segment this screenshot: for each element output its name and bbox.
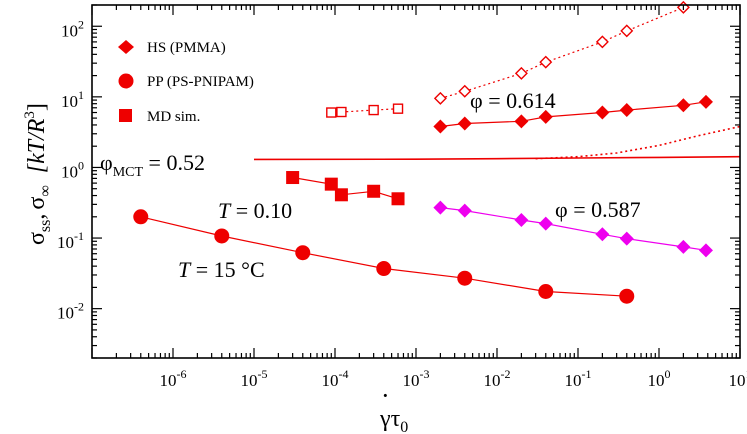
x-tick-label: 10-6 xyxy=(160,367,187,390)
data-point xyxy=(295,245,311,261)
data-point xyxy=(619,288,635,304)
data-point xyxy=(433,200,448,215)
x-axis-label: γτ0 xyxy=(379,406,408,434)
data-point xyxy=(595,105,610,120)
x-tick-label: 101 xyxy=(729,367,747,390)
data-point xyxy=(619,231,634,246)
data-point xyxy=(457,203,472,218)
data-point xyxy=(698,94,713,109)
x-tick-label: 10-1 xyxy=(565,367,592,390)
data-point xyxy=(538,109,553,124)
data-point xyxy=(595,35,609,49)
data-point xyxy=(334,188,348,202)
y-axis-label: σss,σ∞[kT/R3] xyxy=(22,103,54,245)
data-point xyxy=(514,114,529,129)
y-tick-label: 102 xyxy=(61,17,84,40)
x-axis-label-dot: · xyxy=(381,381,390,410)
legend: HS (PMMA) PP (PS-PNIPAM) MD sim. xyxy=(118,40,254,125)
data-point xyxy=(336,106,347,118)
legend-label-hs: HS (PMMA) xyxy=(147,40,226,56)
data-point xyxy=(433,119,448,134)
data-point xyxy=(538,283,554,299)
data-point xyxy=(376,261,392,277)
data-point xyxy=(458,84,472,98)
annotation-T-15: T = 15 °C xyxy=(178,257,265,282)
data-point xyxy=(620,24,634,38)
y-tick-label: 101 xyxy=(61,88,84,111)
y-tick-label: 10-2 xyxy=(57,300,84,323)
data-point xyxy=(539,55,553,69)
data-point xyxy=(514,66,528,80)
data-point xyxy=(457,116,472,131)
plot-frame xyxy=(91,4,741,359)
series-line xyxy=(440,6,684,99)
annotation-phi-mct: φMCT = 0.52 xyxy=(100,150,205,180)
data-point xyxy=(514,213,529,228)
model-curve xyxy=(535,125,741,160)
series-line xyxy=(440,101,707,128)
data-point xyxy=(391,192,405,206)
annotation-T-010: T = 0.10 xyxy=(218,198,292,223)
data-point xyxy=(392,103,404,114)
series-line xyxy=(440,207,707,251)
data-point xyxy=(698,243,713,258)
data-point xyxy=(538,216,553,231)
data-point xyxy=(326,107,337,118)
x-tick-label: 10-3 xyxy=(403,367,430,390)
y-tick-label: 10-1 xyxy=(57,229,84,252)
model-curve xyxy=(253,155,741,161)
axis-ticks xyxy=(91,4,741,359)
data-point xyxy=(676,98,691,113)
tick-labels: 10-6 10-5 10-4 10-3 10-2 10-1 100 101 10-2 10-1 10… xyxy=(57,17,747,390)
legend-marker-circle xyxy=(118,73,134,89)
legend-marker-diamond xyxy=(118,40,134,54)
data-points xyxy=(133,0,713,304)
data-point xyxy=(368,104,379,116)
y-tick-label: 100 xyxy=(61,158,84,181)
model-curves xyxy=(253,125,741,161)
data-point xyxy=(286,171,300,185)
x-tick-label: 10-4 xyxy=(322,367,349,390)
x-tick-label: 10-5 xyxy=(241,367,268,390)
data-point xyxy=(457,270,473,286)
data-point xyxy=(133,209,149,225)
legend-label-md: MD sim. xyxy=(147,109,200,125)
legend-label-pp: PP (PS-PNIPAM) xyxy=(147,74,254,90)
x-tick-label: 10-2 xyxy=(484,367,511,390)
data-point xyxy=(676,239,691,254)
legend-marker-square xyxy=(119,109,132,122)
annotation-phi-0614: φ = 0.614 xyxy=(470,88,556,113)
annotation-phi-0587: φ = 0.587 xyxy=(555,197,641,222)
data-point xyxy=(433,91,447,105)
data-point xyxy=(595,227,610,242)
x-tick-label: 100 xyxy=(648,367,671,390)
data-point xyxy=(367,184,381,198)
data-point xyxy=(324,177,338,191)
data-point xyxy=(214,228,230,244)
data-point xyxy=(619,103,634,118)
